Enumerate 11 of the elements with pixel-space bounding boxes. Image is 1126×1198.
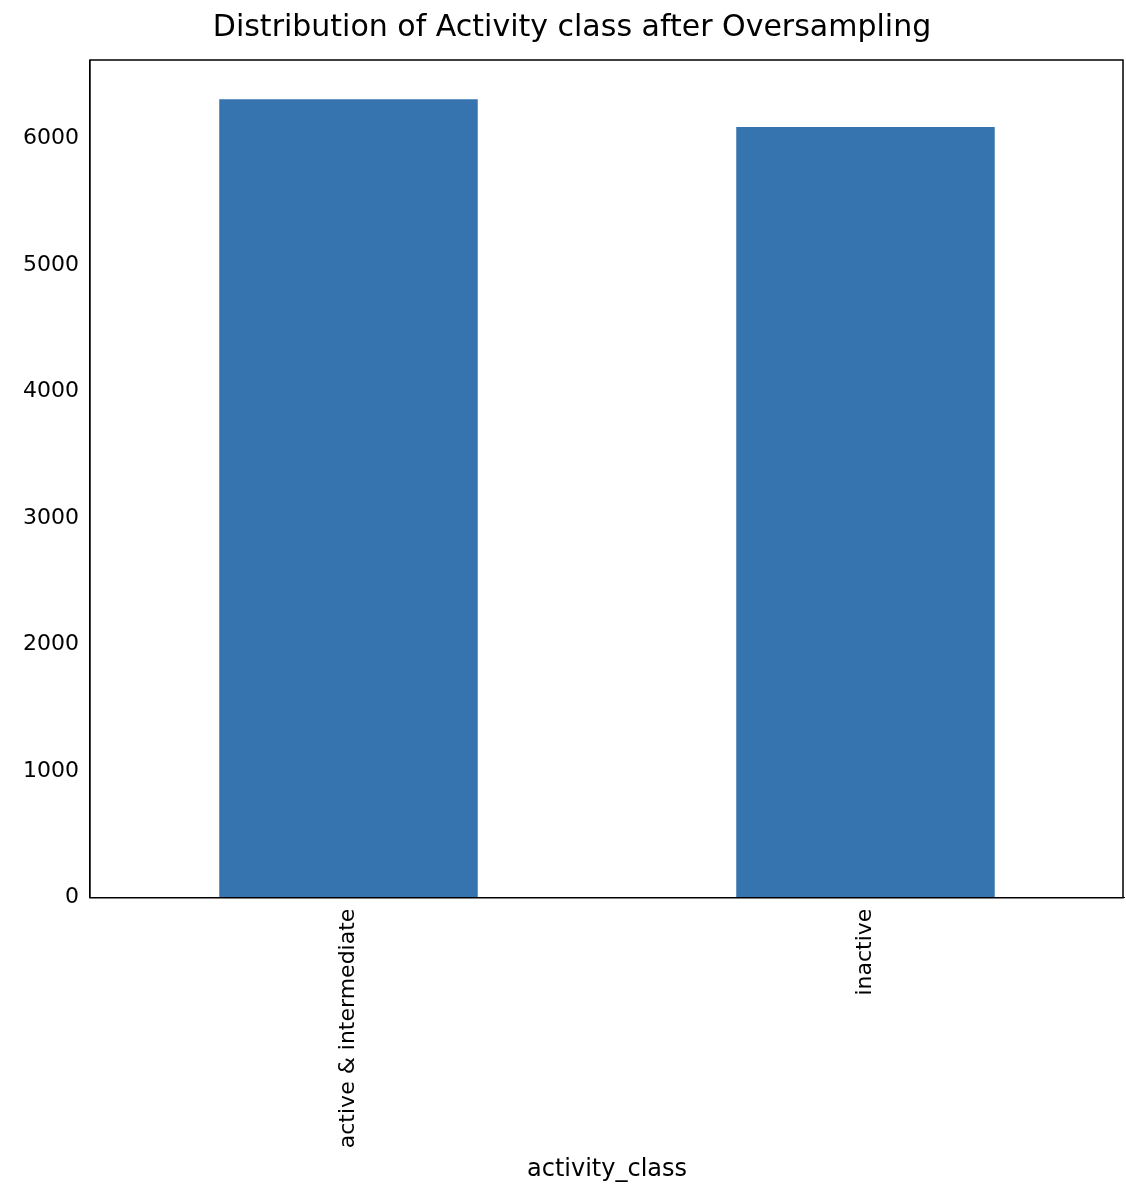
- y-tick-label: 2000: [22, 630, 79, 656]
- y-tick-label: 0: [64, 883, 79, 909]
- y-tick-label: 3000: [22, 503, 79, 529]
- chart-title: Distribution of Activity class after Oversampling: [212, 7, 932, 43]
- y-tick-label: 4000: [22, 377, 79, 403]
- x-tick-label: inactive: [851, 908, 877, 996]
- y-tick-label: 5000: [22, 250, 79, 276]
- x-axis-title: activity_class: [526, 1153, 688, 1182]
- x-tick-label: active & intermediate: [334, 908, 360, 1149]
- y-tick-label: 1000: [22, 756, 79, 782]
- y-tick-label: 6000: [22, 124, 79, 150]
